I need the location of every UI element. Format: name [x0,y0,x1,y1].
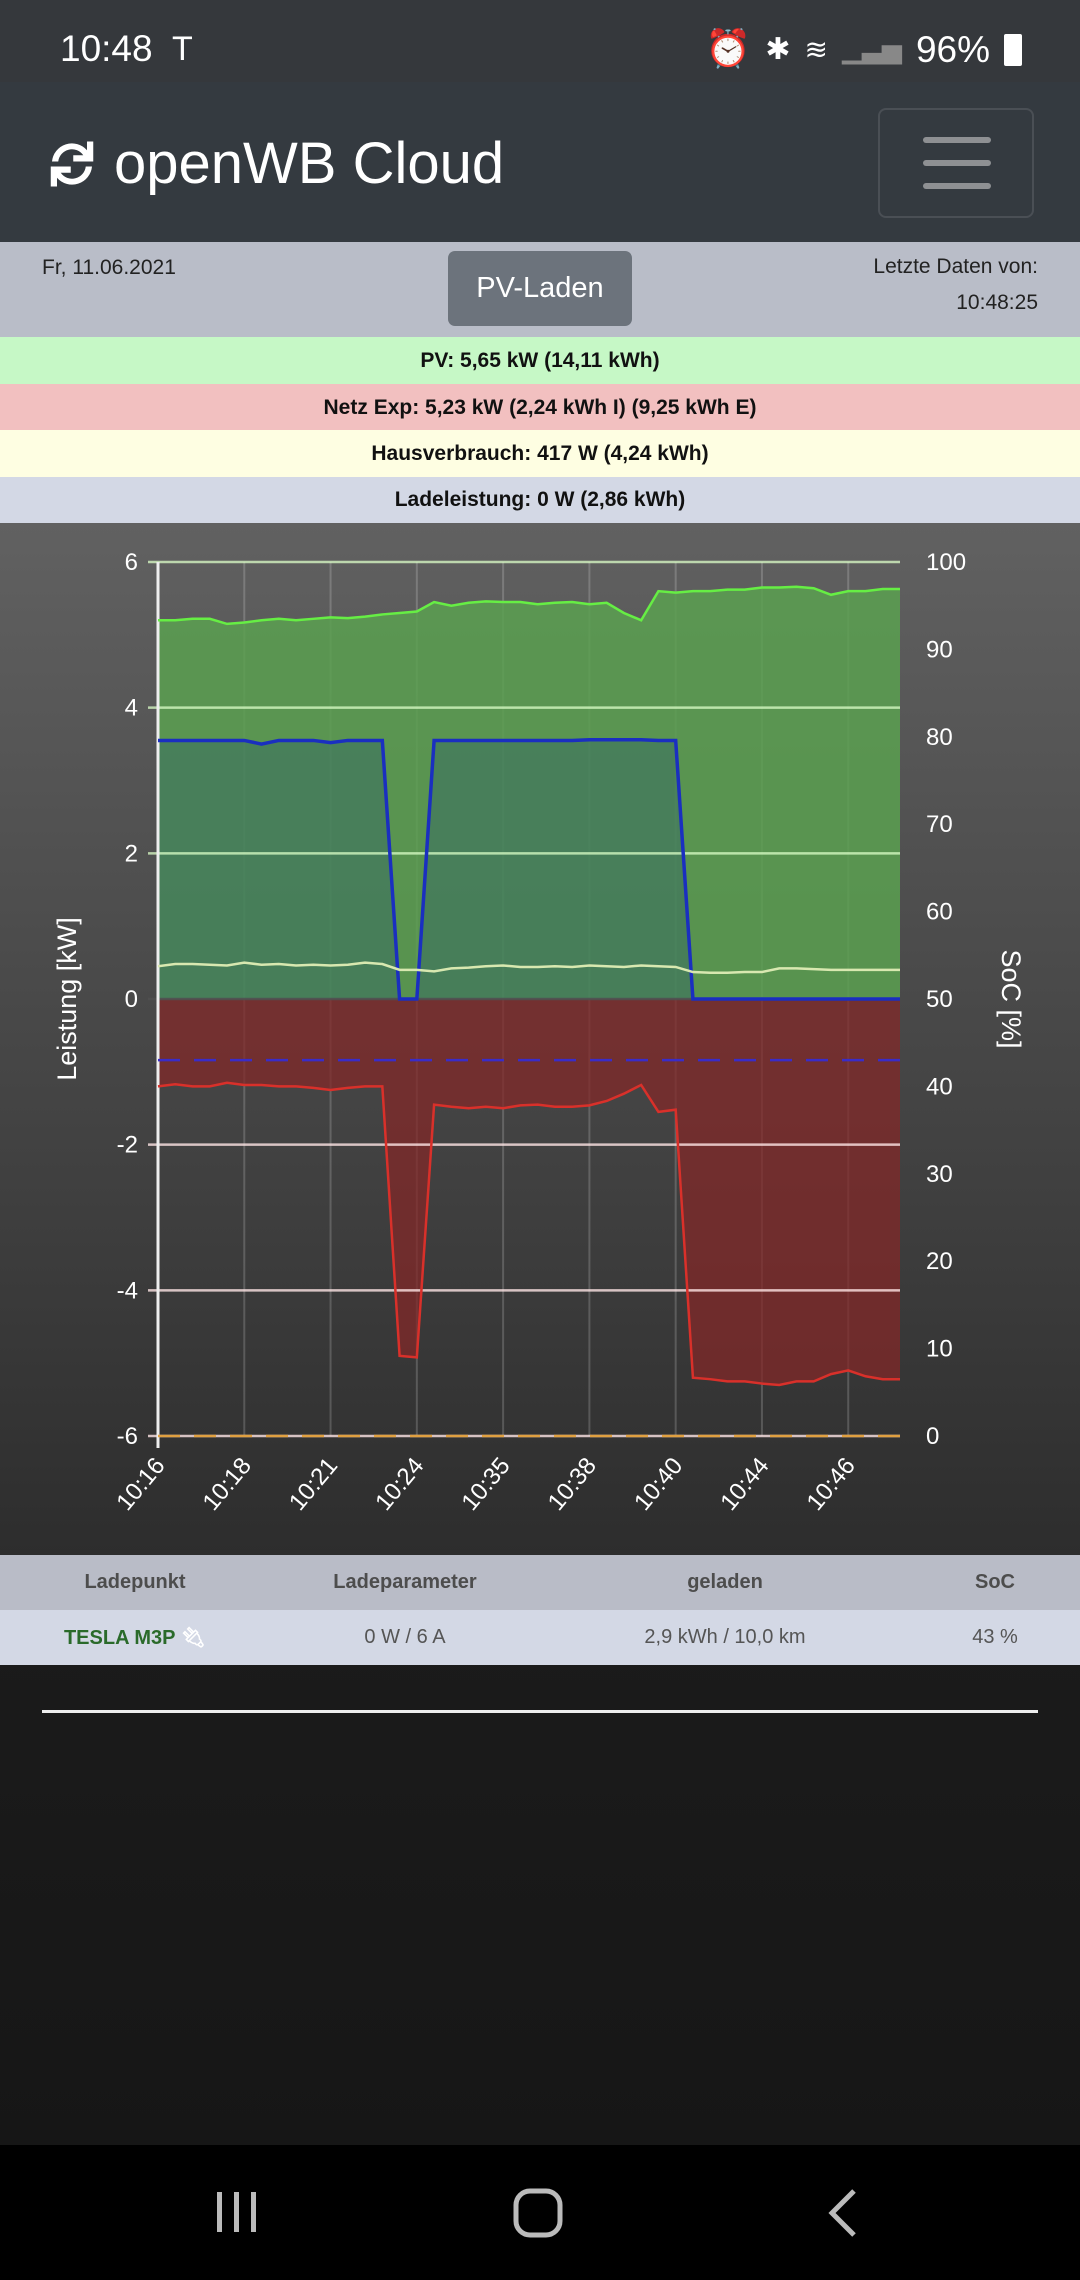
hamburger-icon [923,137,991,143]
hamburger-icon-line [923,183,991,189]
x-tick-label: 10:18 [198,1453,257,1516]
pv-area [158,586,900,999]
table-header: Ladepunkt Ladeparameter geladen SoC [0,1555,1080,1610]
charge-mode-button[interactable]: PV-Laden [448,251,632,326]
recent-apps-icon[interactable] [212,2187,262,2237]
y2-tick-label: 100 [926,549,966,576]
table-row[interactable]: TESLA M3P 🔌︎ 0 W / 6 A 2,9 kWh / 10,0 km… [0,1610,1080,1665]
house-summary: Hausverbrauch: 417 W (4,24 kWh) [0,430,1080,477]
bluetooth-icon: ✱ [765,33,791,66]
last-data-time: 10:48:25 [956,291,1038,314]
soc-value: 43 % [972,1626,1018,1648]
col-header: geladen [687,1571,763,1593]
tesla-app-icon: T [172,30,193,68]
x-tick-label: 10:46 [802,1453,861,1516]
pv-summary: PV: 5,65 kW (14,11 kWh) [0,337,1080,384]
charge-area [158,739,900,999]
y2-tick-label: 90 [926,636,953,663]
x-tick-label: 10:16 [111,1453,170,1516]
android-nav-bar [0,2145,1080,2280]
app-header: openWB Cloud [0,82,1080,242]
y2-tick-label: 50 [926,986,953,1013]
x-tick-label: 10:21 [284,1453,343,1516]
y2-tick-label: 80 [926,724,953,751]
y2-tick-label: 0 [926,1423,939,1450]
back-icon[interactable] [824,2187,864,2243]
charge-params: 0 W / 6 A [364,1626,446,1648]
y2-tick-label: 70 [926,811,953,838]
status-time: 10:48 [60,28,153,69]
last-data-label: Letzte Daten von: [873,255,1038,278]
y2-tick-label: 10 [926,1336,953,1363]
last-data: Letzte Daten von: 10:48:25 [873,249,1038,321]
col-header: Ladeparameter [333,1571,477,1593]
chart-svg: 10:16 10:18 10:21 10:24 10:35 10:38 10:40 10:44… [52,549,1026,1516]
y-tick-label: 0 [125,986,138,1013]
y2-axis-label: SoC [%] [996,949,1026,1048]
wifi-icon: ≋ [804,34,828,65]
y-tick-label: -2 [117,1132,138,1159]
divider [42,1710,1038,1713]
alarm-icon: ⏰ [705,28,752,69]
app-title: openWB Cloud [114,131,505,196]
col-header: Ladepunkt [84,1571,186,1593]
x-tick-label: 10:38 [543,1453,602,1516]
plug-icon: 🔌︎ [180,1627,207,1649]
y-axis-label: Leistung [kW] [52,917,82,1081]
battery-icon [1004,33,1022,66]
y-tick-label: 2 [125,840,138,867]
y-tick-label: 6 [125,549,138,576]
y-tick-label: -6 [117,1423,138,1450]
home-icon[interactable] [512,2187,568,2243]
sync-icon [50,141,94,186]
status-bar: 10:48 T ⏰ ✱ ≋ ▁▃▅ 96% [0,0,1080,82]
grid-area [158,999,900,1386]
chargepoint-name: TESLA M3P [63,1627,176,1649]
x-tick-label: 10:44 [715,1453,774,1516]
y2-tick-label: 20 [926,1248,953,1275]
series-line-netz [157,1081,900,1387]
hamburger-icon-line [923,160,991,166]
charge-summary: Ladeleistung: 0 W (2,86 kWh) [0,477,1080,523]
y2-tick-label: 40 [926,1073,953,1100]
x-tick-label: 10:35 [456,1453,515,1516]
y2-tick-label: 30 [926,1161,953,1188]
y2-tick-label: 60 [926,899,953,926]
y-tick-label: 4 [125,695,138,722]
series-line-pv [158,585,900,626]
y-tick-label: -4 [117,1277,138,1304]
chargepoint-table: Ladepunkt Ladeparameter geladen SoC TESL… [0,1555,1080,1665]
grid-summary: Netz Exp: 5,23 kW (2,24 kWh I) (9,25 kWh… [0,384,1080,431]
series-line-hausverbrauch [157,961,900,975]
info-bar: Fr, 11.06.2021 PV-Laden Letzte Daten von… [0,242,1080,337]
signal-icon: ▁▃▅ [841,34,902,64]
col-header: SoC [975,1571,1015,1593]
menu-button[interactable] [878,108,1034,218]
power-chart: 10:16 10:18 10:21 10:24 10:35 10:38 10:40 10:44… [0,523,1080,1555]
x-tick-label: 10:24 [370,1453,429,1516]
date: Fr, 11.06.2021 [42,256,176,279]
chargepoint-name-cell[interactable]: TESLA M3P 🔌︎ [0,1625,270,1650]
charged-amount: 2,9 kWh / 10,0 km [644,1626,806,1648]
x-tick-label: 10:40 [629,1453,688,1516]
brand[interactable]: openWB Cloud [42,130,504,197]
battery-percent: 96% [915,28,990,70]
series-line-ladeleistung [158,737,900,1001]
